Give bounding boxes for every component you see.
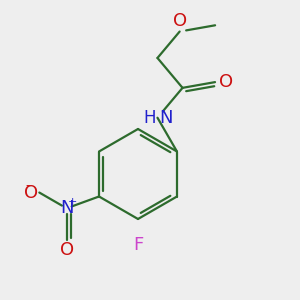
Text: N: N [60, 199, 74, 217]
Text: O: O [59, 241, 74, 259]
Text: O: O [172, 12, 187, 30]
Text: N: N [159, 109, 172, 127]
Text: O: O [219, 73, 233, 91]
Text: -: - [26, 179, 30, 194]
Text: H: H [143, 109, 156, 127]
Text: F: F [133, 236, 143, 253]
Text: +: + [68, 197, 77, 207]
Text: O: O [24, 184, 38, 202]
